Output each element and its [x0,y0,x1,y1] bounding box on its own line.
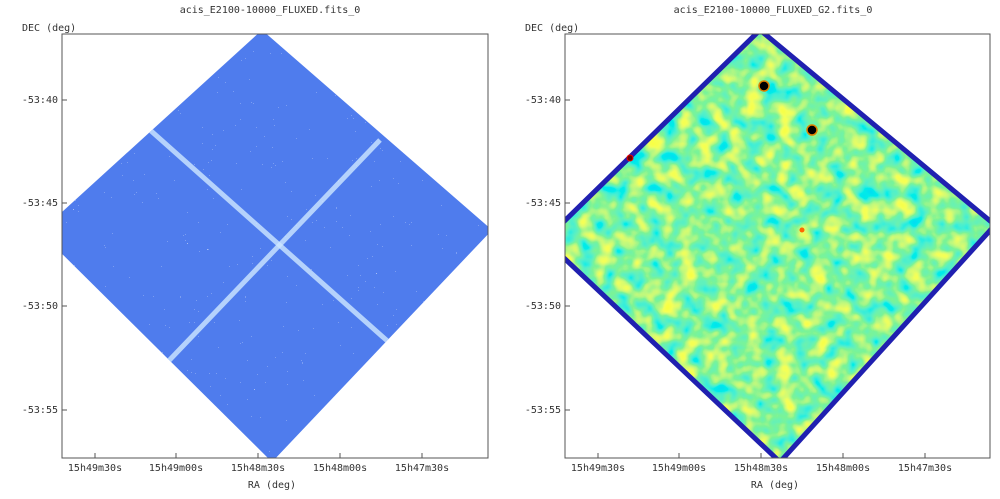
x-tick-label: 15h49m30s [68,463,122,474]
y-tick-label: -53:55 [525,405,561,416]
panel-title: acis_E2100-10000_FLUXED_G2.fits_0 [674,5,873,16]
axes-frame [564,33,991,459]
y-tick-label: -53:45 [22,198,58,209]
y-axis-label: DEC (deg) [525,23,579,34]
y-tick-label: -53:45 [525,198,561,209]
x-tick-label: 15h48m30s [734,463,788,474]
axes-frame [61,33,489,459]
x-tick-label: 15h47m30s [898,463,952,474]
x-tick-label: 15h49m30s [571,463,625,474]
x-tick-label: 15h49m00s [149,463,203,474]
x-axis-label: RA (deg) [248,480,296,491]
y-axis-label: DEC (deg) [22,23,76,34]
x-axis-label: RA (deg) [751,480,799,491]
y-tick-label: -53:40 [525,95,561,106]
x-tick-label: 15h47m30s [395,463,449,474]
y-tick-label: -53:55 [22,405,58,416]
y-tick-label: -53:40 [22,95,58,106]
x-tick-label: 15h49m00s [652,463,706,474]
image-right [565,34,990,458]
x-tick-label: 15h48m00s [816,463,870,474]
y-tick-label: -53:50 [525,301,561,312]
x-tick-label: 15h48m30s [231,463,285,474]
x-tick-label: 15h48m00s [313,463,367,474]
image-left [62,34,488,458]
panel-title: acis_E2100-10000_FLUXED.fits_0 [180,5,361,16]
y-tick-label: -53:50 [22,301,58,312]
